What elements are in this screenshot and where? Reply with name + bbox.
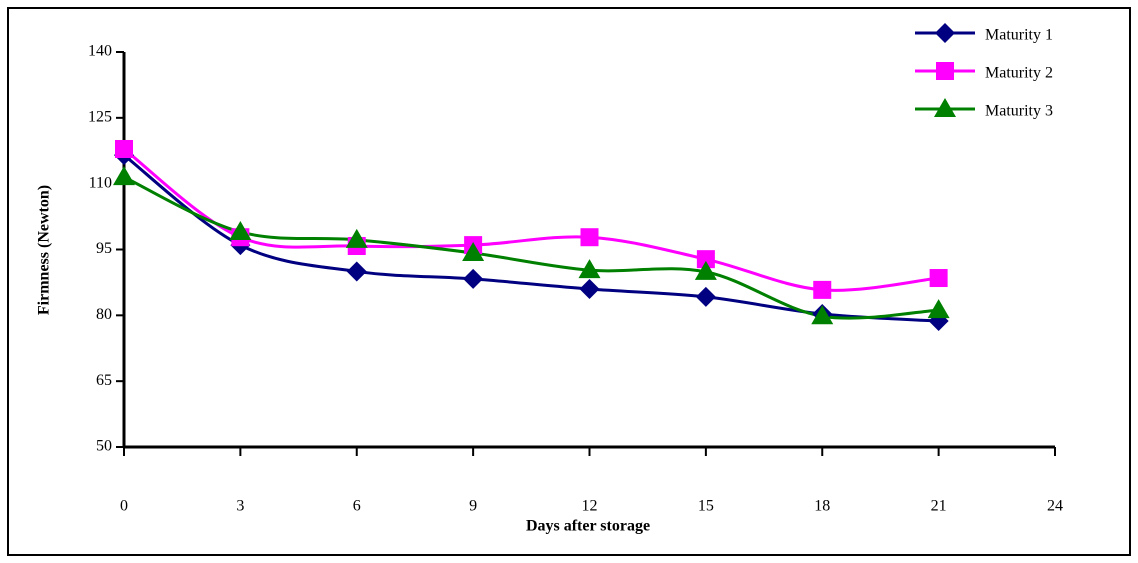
marker <box>346 261 367 282</box>
x-tick-label: 18 <box>814 498 830 515</box>
marker <box>113 166 135 186</box>
y-tick-label: 95 <box>96 240 112 257</box>
marker <box>694 260 717 280</box>
x-tick-label: 9 <box>469 498 477 515</box>
x-tick-label: 21 <box>931 498 947 515</box>
frame <box>7 7 1131 556</box>
legend-label: Maturity 2 <box>985 65 1053 82</box>
marker <box>935 23 955 43</box>
x-tick-label: 15 <box>698 498 714 515</box>
marker <box>934 98 956 117</box>
marker <box>696 250 715 269</box>
marker <box>811 305 834 325</box>
y-tick-label: 80 <box>96 306 112 323</box>
legend-label: Maturity 1 <box>985 27 1053 44</box>
marker <box>463 268 484 289</box>
y-tick-label: 125 <box>88 109 112 126</box>
marker <box>580 228 599 247</box>
marker <box>229 220 252 240</box>
marker <box>813 280 832 299</box>
y-tick-label: 140 <box>88 43 112 60</box>
series-line <box>123 147 939 292</box>
y-tick-label: 110 <box>89 174 112 191</box>
marker <box>936 62 954 80</box>
y-axis-title: Firmness (Newton) <box>36 185 53 315</box>
legend-label: Maturity 3 <box>985 103 1053 120</box>
x-tick-label: 12 <box>582 498 598 515</box>
x-tick-label: 24 <box>1047 498 1063 515</box>
marker <box>115 139 133 158</box>
marker <box>579 279 600 299</box>
x-tick-label: 0 <box>120 498 128 515</box>
marker <box>929 269 948 288</box>
y-tick-label: 50 <box>96 438 112 455</box>
y-tick-label: 65 <box>96 372 112 389</box>
marker <box>345 228 368 248</box>
marker <box>578 259 601 279</box>
x-tick-label: 3 <box>236 498 244 515</box>
x-tick-label: 6 <box>353 498 361 515</box>
marker <box>695 286 716 307</box>
x-axis-title: Days after storage <box>526 518 650 535</box>
marker <box>462 242 485 262</box>
marker <box>927 299 950 319</box>
